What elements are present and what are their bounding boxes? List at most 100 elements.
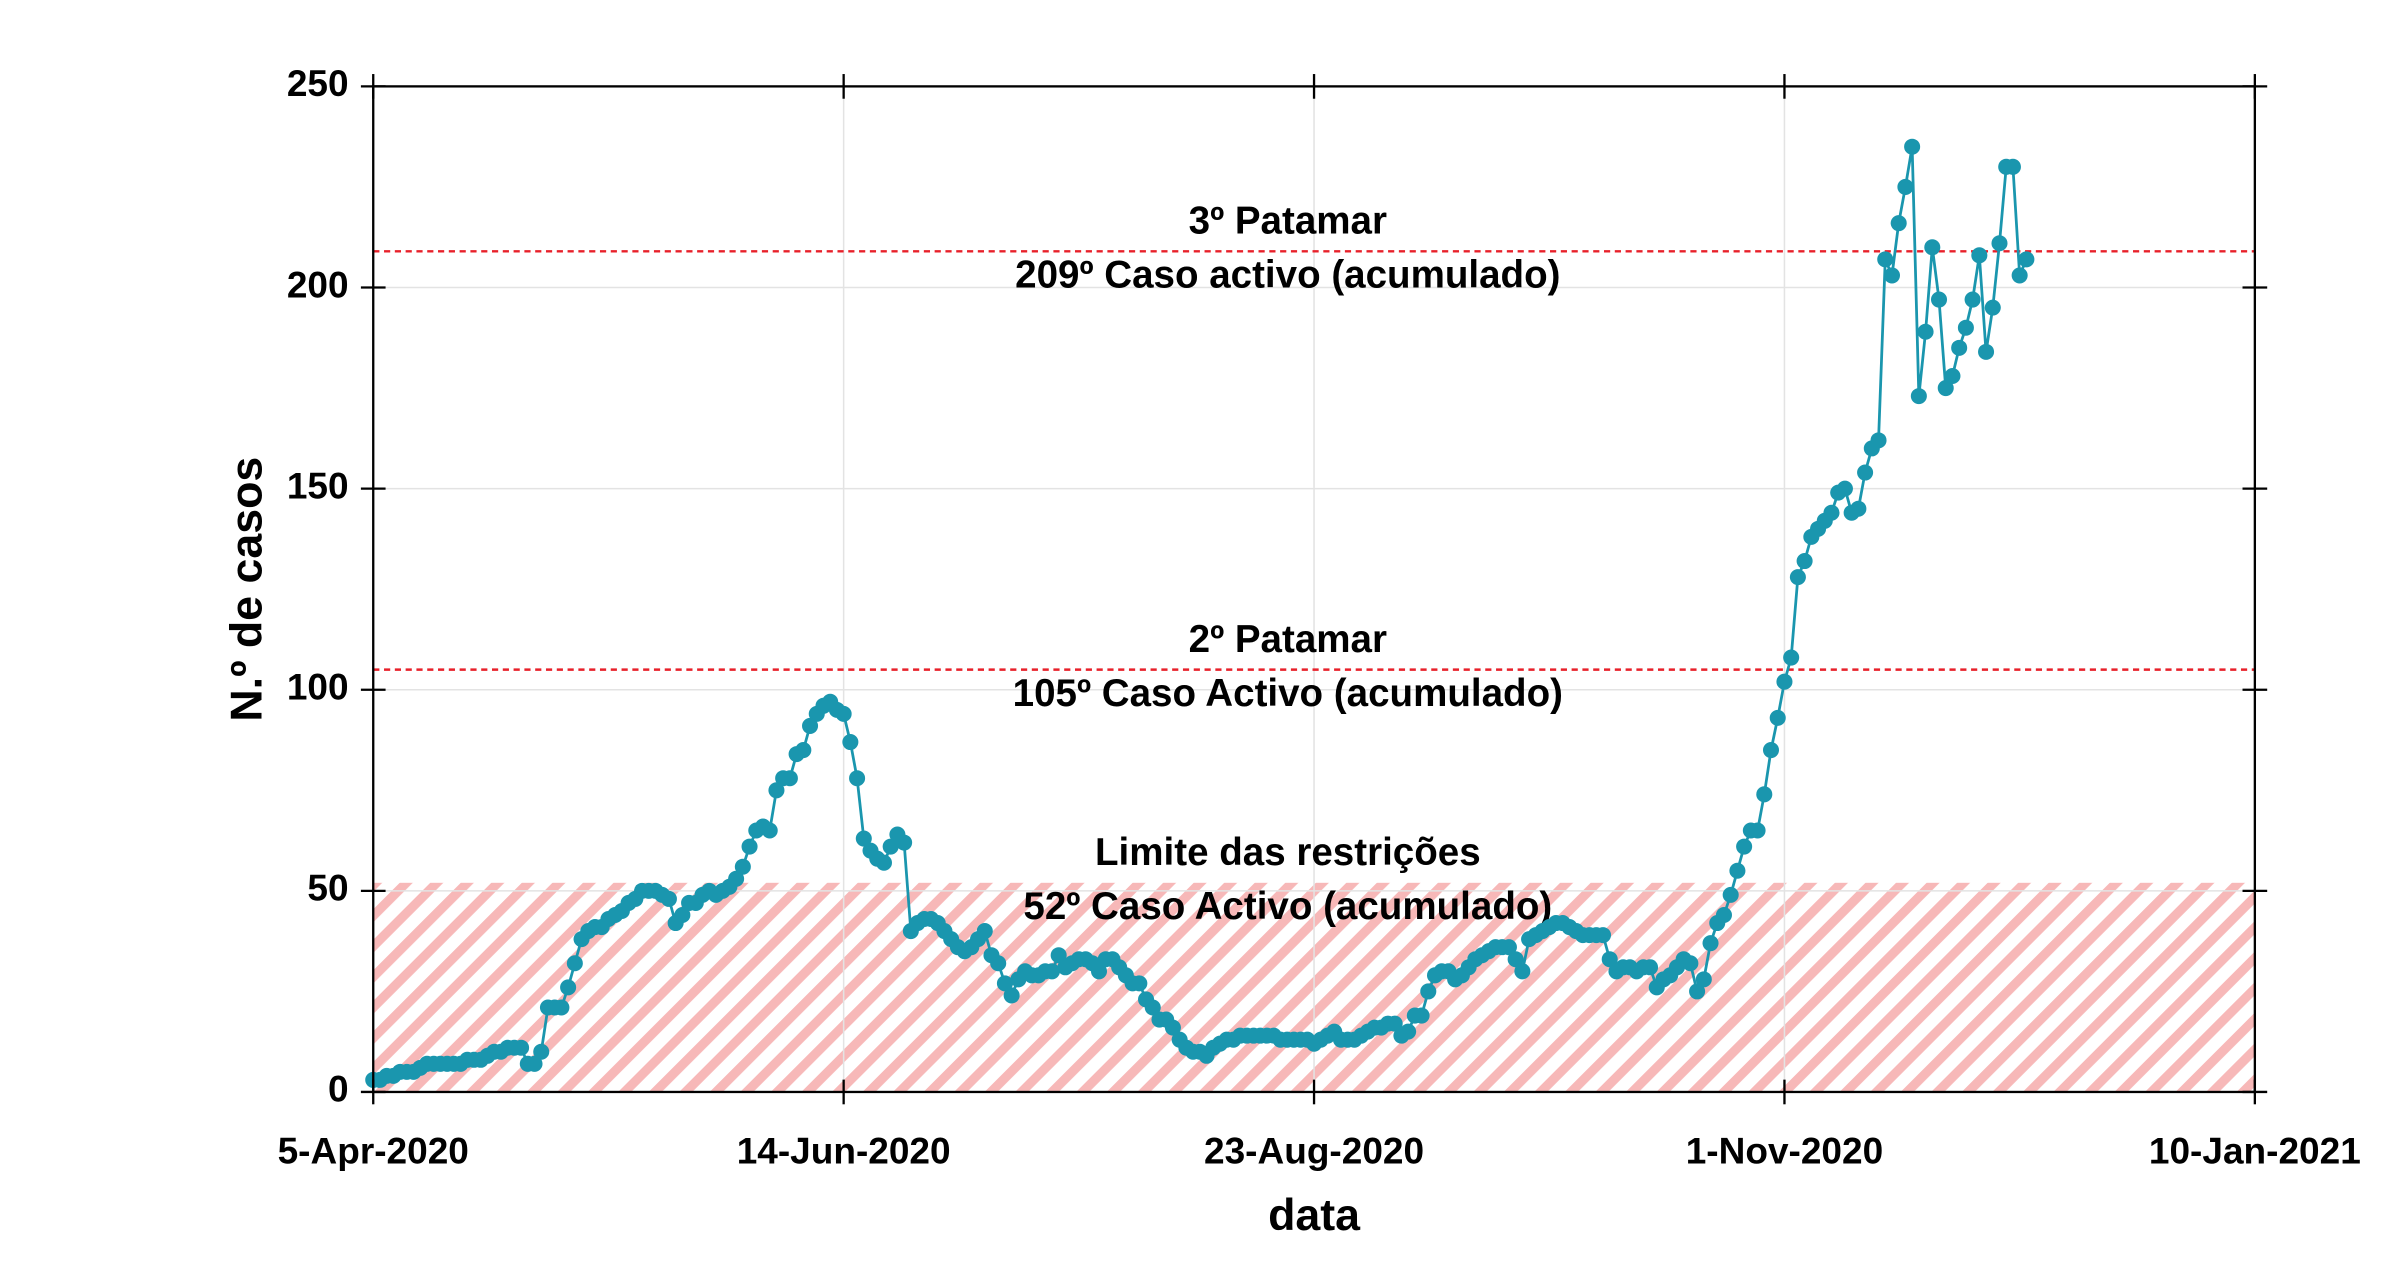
x-axis-label: data xyxy=(1268,1191,1361,1240)
data-point xyxy=(1507,951,1524,968)
data-point xyxy=(1003,987,1020,1004)
data-point xyxy=(1729,862,1746,879)
data-point xyxy=(1043,963,1060,980)
data-point xyxy=(1857,464,1874,481)
x-tick-label: 14-Jun-2020 xyxy=(737,1129,951,1171)
data-point xyxy=(1601,951,1618,968)
data-point xyxy=(1756,786,1773,803)
y-axis-label: N.º de casos xyxy=(223,457,272,722)
data-point xyxy=(1890,215,1907,232)
data-point xyxy=(1991,235,2008,252)
annotation-label: 52º Caso Activo (acumulado) xyxy=(1023,885,1552,928)
data-point xyxy=(1400,1023,1417,1040)
plot-frame xyxy=(372,85,2257,1094)
data-point xyxy=(1722,886,1739,903)
data-point xyxy=(1883,267,1900,284)
x-tick-label: 10-Jan-2021 xyxy=(2149,1129,2361,1171)
data-point xyxy=(1910,388,1927,405)
y-tick-label: 150 xyxy=(287,464,349,506)
data-point xyxy=(1749,822,1766,839)
data-point xyxy=(560,979,577,996)
data-point xyxy=(1695,971,1712,988)
data-point xyxy=(660,890,677,907)
data-point xyxy=(734,858,751,875)
data-point xyxy=(1776,673,1793,690)
data-point xyxy=(1930,291,1948,308)
y-tick-label: 250 xyxy=(287,62,349,104)
data-point xyxy=(1164,1019,1181,1036)
data-point xyxy=(1836,480,1853,497)
annotation-label: 209º Caso activo (acumulado) xyxy=(1015,254,1560,297)
data-point xyxy=(2011,267,2028,284)
data-point xyxy=(1050,947,1067,964)
data-point xyxy=(768,782,785,799)
data-point xyxy=(553,999,570,1016)
data-point xyxy=(1917,323,1934,340)
data-point xyxy=(1957,319,1974,336)
data-point xyxy=(996,975,1013,992)
data-point xyxy=(674,906,691,924)
data-point xyxy=(802,717,819,734)
data-point xyxy=(1144,999,1161,1016)
data-point xyxy=(990,955,1007,972)
data-point xyxy=(976,923,993,940)
x-tick-label: 1-Nov-2020 xyxy=(1686,1129,1883,1171)
data-point xyxy=(1877,251,1894,268)
data-point xyxy=(1904,138,1921,155)
data-point xyxy=(1762,742,1780,759)
data-point xyxy=(1870,432,1887,449)
data-point xyxy=(2018,251,2035,268)
data-point xyxy=(1937,380,1954,397)
data-point xyxy=(1769,709,1786,726)
data-point xyxy=(533,1043,550,1060)
data-point xyxy=(795,742,812,759)
data-point xyxy=(882,838,899,855)
x-tick-label: 5-Apr-2020 xyxy=(278,1129,469,1171)
data-point xyxy=(1413,1007,1430,1024)
data-point xyxy=(1823,504,1840,521)
data-point xyxy=(1897,178,1914,195)
data-point xyxy=(526,1055,543,1072)
annotation-label: Limite das restrições xyxy=(1095,831,1481,874)
data-point xyxy=(781,770,798,787)
data-point xyxy=(1702,935,1719,952)
data-point xyxy=(1736,838,1753,855)
data-point xyxy=(1971,247,1988,264)
data-point xyxy=(1514,963,1531,980)
data-point xyxy=(1796,552,1813,570)
data-point xyxy=(2004,158,2021,175)
data-point xyxy=(849,770,866,787)
data-point xyxy=(1682,955,1699,972)
data-point xyxy=(1783,649,1800,666)
data-point xyxy=(728,870,745,887)
data-point xyxy=(835,705,852,722)
data-point xyxy=(1978,343,1995,360)
data-point xyxy=(1984,299,2001,316)
data-point xyxy=(1924,239,1941,256)
data-point xyxy=(1715,906,1732,924)
y-tick-label: 50 xyxy=(307,867,348,909)
data-point xyxy=(1594,927,1612,944)
data-point xyxy=(1850,500,1867,517)
annotation-label: 3º Patamar xyxy=(1189,200,1387,243)
y-tick-label: 100 xyxy=(287,666,349,708)
data-point xyxy=(842,734,859,751)
y-tick-label: 200 xyxy=(287,263,349,305)
annotation-label: 2º Patamar xyxy=(1189,618,1387,661)
data-point xyxy=(1131,975,1148,992)
data-point xyxy=(1964,291,1981,308)
data-point xyxy=(1951,339,1968,356)
data-point xyxy=(1386,1015,1403,1032)
data-point xyxy=(513,1039,530,1056)
data-point xyxy=(1944,367,1961,385)
data-point xyxy=(1789,569,1806,586)
data-point xyxy=(761,822,778,839)
data-point xyxy=(1420,983,1437,1000)
data-point xyxy=(566,955,583,972)
y-tick-label: 0 xyxy=(328,1068,349,1110)
data-point xyxy=(896,834,913,851)
data-point xyxy=(1090,963,1108,980)
data-point xyxy=(1500,939,1517,956)
annotation-label: 105º Caso Activo (acumulado) xyxy=(1013,672,1563,715)
